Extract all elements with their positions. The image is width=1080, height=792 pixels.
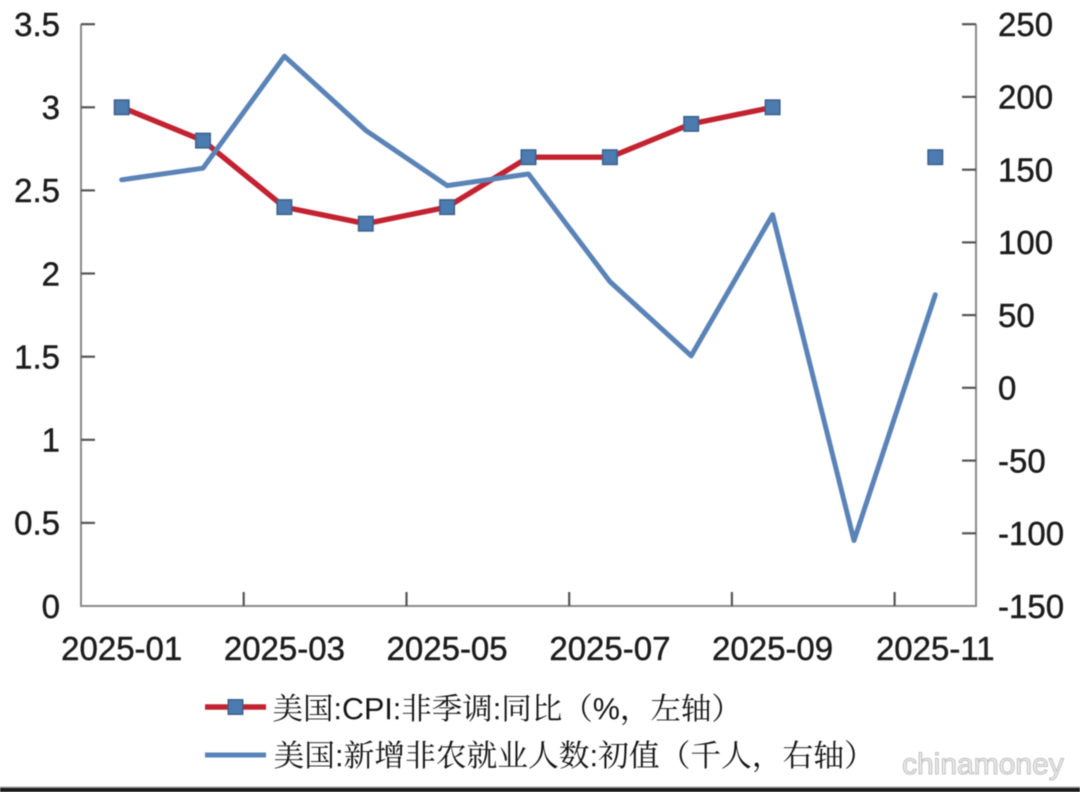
svg-text:3: 3 (42, 89, 60, 126)
svg-text:-100: -100 (998, 515, 1064, 552)
svg-text:250: 250 (998, 6, 1053, 43)
svg-text:chinamoney: chinamoney (902, 748, 1064, 781)
svg-text:2025-09: 2025-09 (712, 630, 833, 667)
svg-text:0.5: 0.5 (14, 505, 60, 542)
svg-text:3.5: 3.5 (14, 6, 60, 43)
svg-text:2025-01: 2025-01 (61, 630, 182, 667)
svg-text:200: 200 (998, 79, 1053, 116)
svg-text:2.5: 2.5 (14, 172, 60, 209)
svg-text:-50: -50 (998, 442, 1046, 479)
svg-text:2025-11: 2025-11 (876, 630, 995, 667)
svg-text:150: 150 (998, 152, 1053, 189)
svg-text:50: 50 (998, 297, 1035, 334)
svg-text:0: 0 (998, 370, 1016, 407)
svg-text:2025-03: 2025-03 (224, 630, 345, 667)
svg-text:2025-05: 2025-05 (387, 630, 508, 667)
svg-text:2025-07: 2025-07 (549, 630, 670, 667)
svg-text:0: 0 (42, 588, 60, 625)
svg-text:1: 1 (42, 422, 60, 459)
svg-text:2: 2 (42, 255, 60, 292)
svg-text:1.5: 1.5 (14, 339, 60, 376)
svg-text:100: 100 (998, 224, 1053, 261)
svg-text:-150: -150 (998, 588, 1064, 625)
